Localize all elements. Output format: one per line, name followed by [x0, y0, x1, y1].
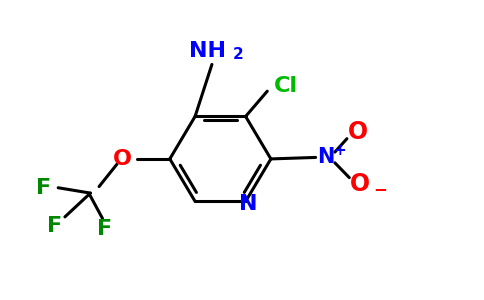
Text: F: F	[36, 178, 51, 198]
Text: F: F	[97, 219, 112, 239]
Text: N: N	[318, 147, 335, 167]
Text: O: O	[113, 149, 132, 169]
Text: +: +	[333, 142, 346, 158]
Text: NH: NH	[189, 41, 226, 61]
Text: O: O	[348, 120, 367, 144]
Text: O: O	[350, 172, 370, 196]
Text: Cl: Cl	[273, 76, 298, 96]
Text: N: N	[239, 194, 257, 214]
Text: F: F	[47, 216, 62, 236]
Text: −: −	[373, 180, 387, 198]
Text: 2: 2	[233, 47, 244, 62]
